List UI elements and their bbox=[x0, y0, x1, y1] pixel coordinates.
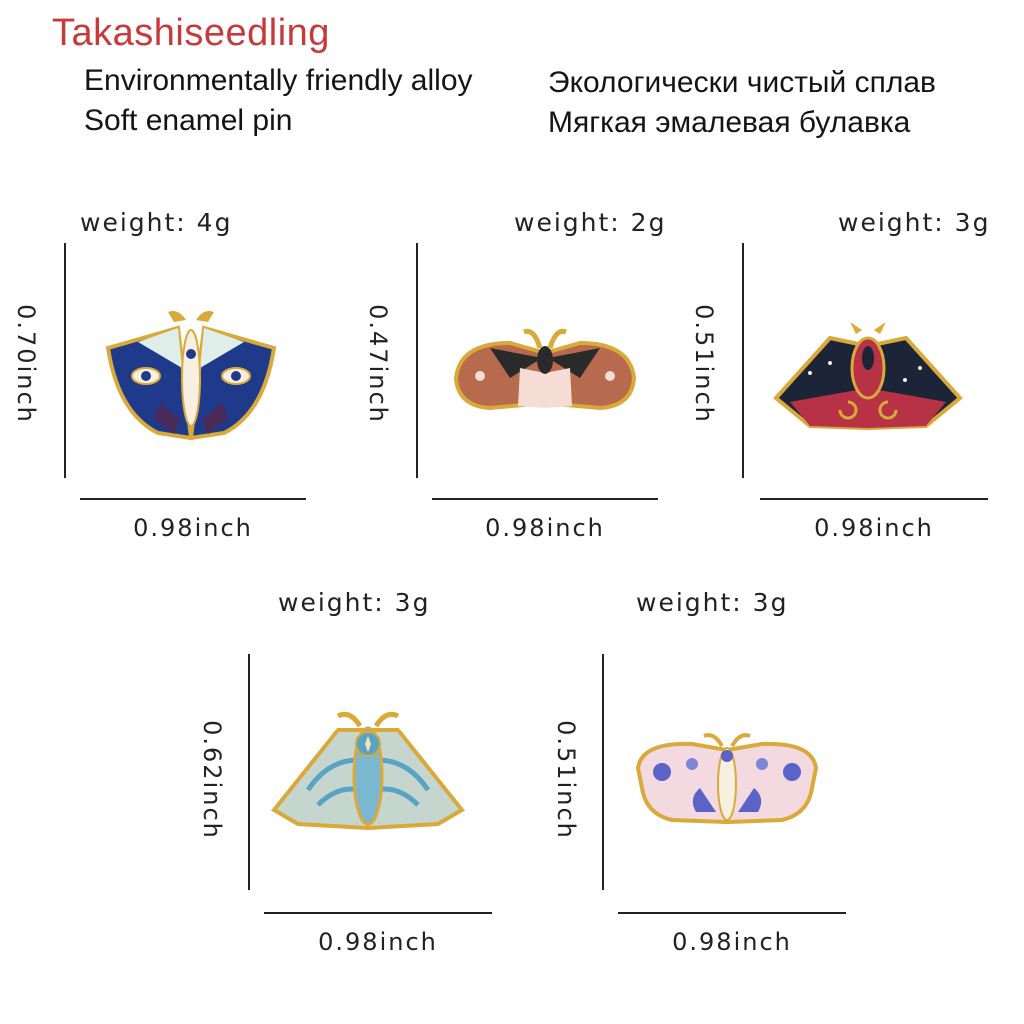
weight-label: weight: 3g bbox=[838, 208, 991, 237]
brand-title: Takashiseedling bbox=[52, 12, 330, 54]
height-dimension-line bbox=[416, 243, 418, 478]
product-card-5: weight: 3g 0.51inch 0.98inch bbox=[538, 588, 858, 956]
feature-ru-alloy: Экологически чистый сплав bbox=[548, 66, 936, 99]
width-label: 0.98inch bbox=[672, 928, 792, 956]
height-dimension-line bbox=[742, 243, 744, 478]
width-label: 0.98inch bbox=[814, 514, 934, 542]
weight-label: weight: 2g bbox=[514, 208, 667, 237]
sage-leaf-moth-pin-icon bbox=[270, 711, 466, 831]
weight-label: weight: 3g bbox=[278, 588, 431, 617]
product-card-2: weight: 2g 0.47inch 0.98inch bbox=[352, 208, 672, 542]
width-label: 0.98inch bbox=[133, 514, 253, 542]
width-dimension-line bbox=[432, 498, 658, 500]
width-dimension-line bbox=[80, 498, 306, 500]
width-label: 0.98inch bbox=[318, 928, 438, 956]
height-label: 0.47inch bbox=[363, 304, 392, 424]
width-dimension-line bbox=[264, 912, 492, 914]
height-label: 0.70inch bbox=[11, 304, 40, 424]
navy-eye-moth-pin-icon bbox=[105, 311, 277, 441]
height-dimension-line bbox=[602, 654, 604, 890]
height-dimension-line bbox=[64, 243, 66, 478]
height-label: 0.62inch bbox=[197, 720, 226, 840]
width-label: 0.98inch bbox=[485, 514, 605, 542]
crimson-starry-moth-pin-icon bbox=[773, 322, 963, 431]
feature-ru-pin: Мягкая эмалевая булавка bbox=[548, 106, 911, 139]
product-card-4: weight: 3g 0.62inch 0.98inch bbox=[184, 588, 504, 956]
height-label: 0.51inch bbox=[551, 720, 580, 840]
weight-label: weight: 3g bbox=[636, 588, 789, 617]
weight-label: weight: 4g bbox=[80, 208, 233, 237]
feature-en-alloy: Environmentally friendly alloy bbox=[84, 64, 473, 97]
height-label: 0.51inch bbox=[689, 304, 718, 424]
terracotta-moth-pin-icon bbox=[453, 328, 637, 411]
product-card-1: weight: 4g 0.70inch 0.98inch bbox=[0, 208, 320, 542]
height-dimension-line bbox=[248, 654, 250, 890]
pink-moon-moth-pin-icon bbox=[635, 733, 819, 825]
product-card-3: weight: 3g 0.51inch 0.98inch bbox=[678, 208, 998, 542]
width-dimension-line bbox=[760, 498, 988, 500]
width-dimension-line bbox=[618, 912, 846, 914]
feature-en-pin: Soft enamel pin bbox=[84, 104, 293, 137]
